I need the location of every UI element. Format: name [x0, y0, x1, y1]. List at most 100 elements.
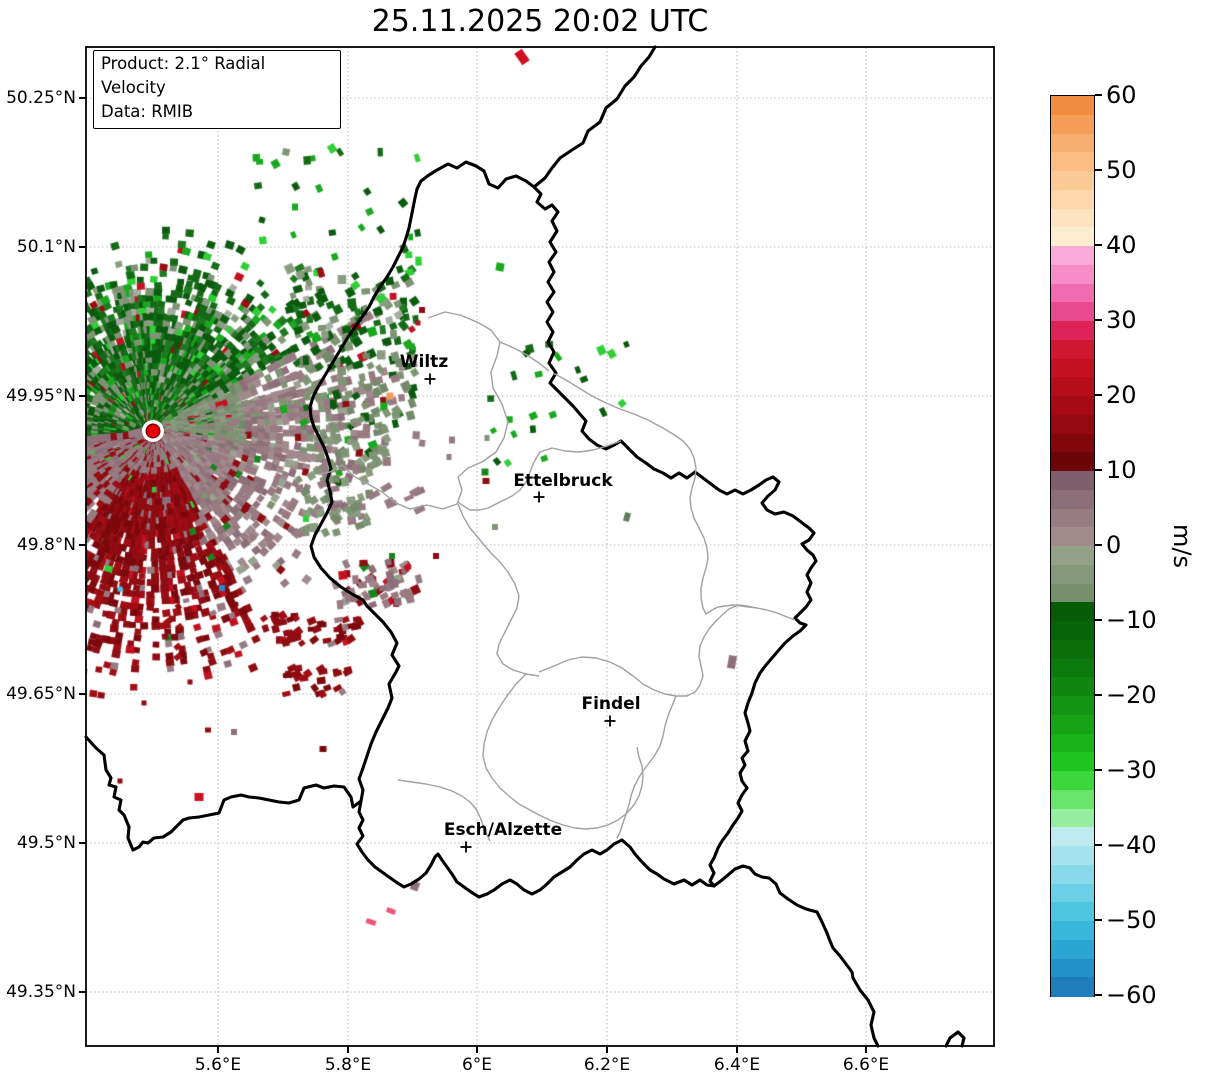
colorbar-band [1051, 714, 1094, 734]
map-plot-area [86, 47, 994, 1046]
colorbar-band [1051, 189, 1094, 209]
colorbar-band [1051, 864, 1094, 884]
colorbar-band [1051, 939, 1094, 959]
y-tick-label: 49.8°N [16, 535, 76, 555]
colorbar-tick-label: 20 [1106, 381, 1137, 409]
colorbar-band [1051, 733, 1094, 753]
x-tick-label: 5.8°E [324, 1055, 372, 1075]
colorbar-tick-mark [1094, 769, 1102, 771]
y-tick-label: 50.25°N [6, 88, 76, 108]
colorbar-tick-label: 10 [1106, 456, 1137, 484]
colorbar-tick-label: 60 [1106, 81, 1137, 109]
colorbar-band [1051, 827, 1094, 847]
colorbar-band [1051, 452, 1094, 472]
colorbar-band [1051, 902, 1094, 922]
colorbar-tick-mark [1094, 244, 1102, 246]
colorbar-band [1051, 227, 1094, 247]
colorbar-band [1051, 264, 1094, 284]
colorbar-band [1051, 133, 1094, 153]
y-tick-mark [79, 693, 86, 695]
colorbar-band [1051, 433, 1094, 453]
city-label-findel: Findel [581, 694, 641, 714]
x-tick-mark [865, 1046, 867, 1053]
colorbar-tick-mark [1094, 694, 1102, 696]
x-tick-mark [606, 1046, 608, 1053]
colorbar-band [1051, 602, 1094, 622]
city-label-wiltz: Wiltz [399, 352, 449, 372]
colorbar-band [1051, 208, 1094, 228]
colorbar-band [1051, 471, 1094, 491]
y-tick-mark [79, 395, 86, 397]
colorbar-band [1051, 246, 1094, 266]
colorbar-tick-label: −50 [1106, 906, 1157, 934]
colorbar-band [1051, 621, 1094, 641]
city-label-esch-alzette: Esch/Alzette [443, 820, 563, 840]
colorbar-band [1051, 96, 1094, 116]
x-tick-label: 6.2°E [583, 1055, 631, 1075]
colorbar-tick-label: 0 [1106, 531, 1122, 559]
colorbar-band [1051, 546, 1094, 566]
colorbar-band [1051, 358, 1094, 378]
colorbar-tick-label: −60 [1106, 981, 1157, 1009]
colorbar-band [1051, 489, 1094, 509]
x-tick-mark [347, 1046, 349, 1053]
colorbar-tick-mark [1094, 169, 1102, 171]
colorbar-band [1051, 958, 1094, 978]
colorbar-band [1051, 789, 1094, 809]
colorbar-band [1051, 564, 1094, 584]
y-tick-mark [79, 842, 86, 844]
y-tick-label: 49.95°N [6, 386, 76, 406]
colorbar-band [1051, 808, 1094, 828]
radar-velocity-field [86, 47, 994, 1046]
colorbar-band [1051, 977, 1094, 997]
colorbar-tick-mark [1094, 844, 1102, 846]
colorbar-band [1051, 752, 1094, 772]
y-tick-mark [79, 544, 86, 546]
x-tick-label: 5.6°E [194, 1055, 242, 1075]
y-tick-label: 50.1°N [16, 237, 76, 257]
colorbar-band [1051, 921, 1094, 941]
colorbar-band [1051, 377, 1094, 397]
colorbar-tick-mark [1094, 544, 1102, 546]
colorbar-tick-mark [1094, 94, 1102, 96]
x-tick-label: 6°E [461, 1055, 493, 1075]
product-line: Product: 2.1° Radial Velocity [101, 54, 266, 97]
colorbar-band [1051, 171, 1094, 191]
colorbar-band [1051, 883, 1094, 903]
colorbar-tick-label: −20 [1106, 681, 1157, 709]
colorbar-band [1051, 771, 1094, 791]
data-source-line: Data: RMIB [101, 102, 194, 121]
x-tick-label: 6.4°E [713, 1055, 761, 1075]
colorbar-tick-mark [1094, 619, 1102, 621]
colorbar-tick-label: −40 [1106, 831, 1157, 859]
colorbar-band [1051, 846, 1094, 866]
colorbar-band [1051, 658, 1094, 678]
y-tick-mark [79, 991, 86, 993]
colorbar-band [1051, 414, 1094, 434]
x-tick-mark [736, 1046, 738, 1053]
colorbar-band [1051, 114, 1094, 134]
y-tick-label: 49.35°N [6, 982, 76, 1002]
colorbar-tick-label: −30 [1106, 756, 1157, 784]
colorbar-band [1051, 302, 1094, 322]
city-label-ettelbruck: Ettelbruck [513, 471, 613, 491]
colorbar-band [1051, 639, 1094, 659]
colorbar-band [1051, 283, 1094, 303]
colorbar-tick-label: 40 [1106, 231, 1137, 259]
colorbar-tick-mark [1094, 469, 1102, 471]
colorbar-band [1051, 508, 1094, 528]
colorbar-band [1051, 396, 1094, 416]
colorbar-unit-label: m/s [1168, 524, 1196, 568]
x-tick-label: 6.6°E [842, 1055, 890, 1075]
velocity-colorbar [1050, 95, 1095, 997]
colorbar-tick-mark [1094, 994, 1102, 996]
x-tick-mark [476, 1046, 478, 1053]
colorbar-band [1051, 527, 1094, 547]
colorbar-band [1051, 339, 1094, 359]
x-tick-mark [217, 1046, 219, 1053]
y-tick-mark [79, 246, 86, 248]
colorbar-tick-mark [1094, 919, 1102, 921]
figure-title: 25.11.2025 20:02 UTC [371, 4, 709, 39]
colorbar-tick-mark [1094, 319, 1102, 321]
